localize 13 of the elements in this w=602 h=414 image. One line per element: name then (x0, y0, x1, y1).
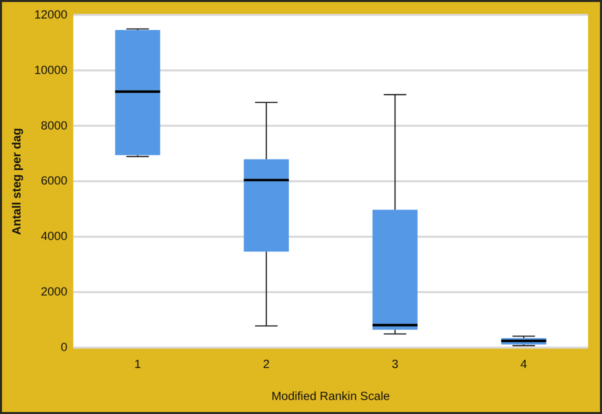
y-tick-label: 12000 (34, 7, 68, 22)
y-tick-label: 10000 (34, 62, 68, 77)
x-axis-title: Modified Rankin Scale (271, 389, 390, 404)
x-tick-label: 4 (520, 357, 528, 372)
y-tick-label: 6000 (40, 174, 68, 188)
y-tick-label: 8000 (40, 118, 68, 132)
x-tick-label: 3 (392, 357, 399, 372)
y-axis-title: Antall steg per dag (9, 128, 24, 235)
x-tick-label: 2 (263, 357, 270, 372)
y-tick-label: 4000 (40, 229, 68, 244)
x-tick-label: 1 (134, 357, 142, 372)
y-tick-label: 0 (60, 340, 68, 354)
y-tick-label: 2000 (40, 284, 68, 299)
